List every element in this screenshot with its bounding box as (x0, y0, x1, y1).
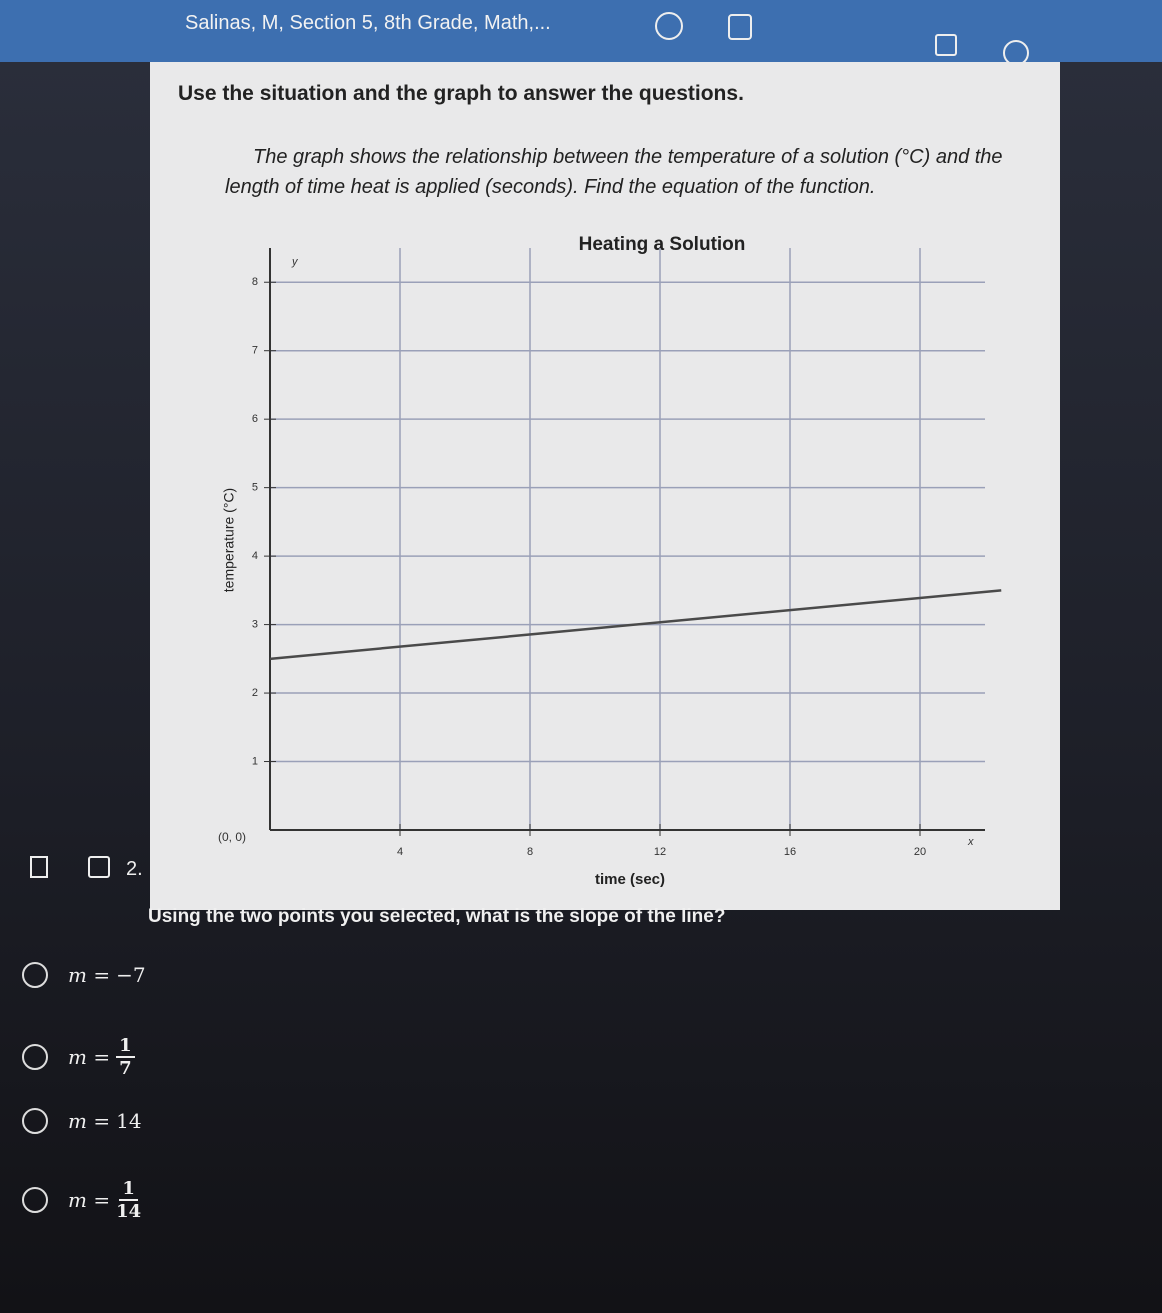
y-tick-label: 8 (252, 276, 258, 288)
question-number: 2. (126, 858, 143, 880)
fraction: 1 14 (116, 1178, 141, 1222)
option-prefix: m = (68, 1109, 111, 1133)
bookmark-icon[interactable] (30, 856, 48, 878)
block-icon[interactable] (655, 12, 683, 40)
data-line (269, 589, 1002, 661)
origin-label: (0, 0) (218, 830, 246, 844)
option-prefix: m = (68, 963, 111, 987)
radio[interactable] (22, 1108, 48, 1134)
note-icon[interactable] (935, 34, 957, 56)
content-panel (150, 62, 1060, 910)
option[interactable]: m = 1 14 (22, 1178, 141, 1222)
option-prefix: m = (68, 1045, 111, 1069)
x-tick-label: 20 (914, 846, 926, 858)
y-axis-label: temperature (°C) (221, 488, 237, 592)
description: The graph shows the relationship between… (225, 146, 1003, 198)
option-value: 14 (116, 1109, 142, 1133)
y-tick-label: 1 (252, 755, 258, 767)
y-tick-label: 2 (252, 687, 258, 699)
option[interactable]: m = 1 7 (22, 1035, 135, 1079)
y-tick-label: 7 (252, 345, 258, 357)
flag-icon[interactable] (88, 856, 110, 878)
option[interactable]: m = −7 (22, 962, 146, 988)
y-symbol: y (291, 256, 299, 268)
y-tick-label: 3 (252, 618, 258, 630)
radio[interactable] (22, 962, 48, 988)
question-text: Using the two points you selected, what … (148, 906, 726, 927)
denominator: 7 (119, 1058, 132, 1079)
toolbar: Salinas, M, Section 5, 8th Grade, Math,.… (0, 0, 1162, 66)
y-tick-label: 4 (252, 550, 258, 562)
chart-title: Heating a Solution (579, 234, 746, 255)
x-tick-label: 12 (654, 846, 666, 858)
x-symbol: x (967, 836, 974, 848)
radio[interactable] (22, 1044, 48, 1070)
x-tick-label: 16 (784, 846, 796, 858)
radio[interactable] (22, 1187, 48, 1213)
header-title: Salinas, M, Section 5, 8th Grade, Math,.… (185, 12, 551, 34)
option-value: −7 (116, 963, 146, 987)
prompt: Use the situation and the graph to answe… (178, 82, 744, 105)
denominator: 14 (116, 1201, 142, 1222)
x-axis-label: time (sec) (595, 871, 665, 888)
numerator: 1 (119, 1178, 138, 1201)
option[interactable]: m = 14 (22, 1108, 142, 1134)
print-icon[interactable] (728, 14, 752, 40)
option-prefix: m = (68, 1188, 111, 1212)
chart: Heating a Solution time (sec) temperatur… (218, 234, 1002, 888)
x-tick-label: 4 (397, 846, 403, 858)
x-tick-label: 8 (527, 846, 533, 858)
numerator: 1 (116, 1035, 135, 1058)
y-tick-label: 6 (252, 413, 258, 425)
y-tick-label: 5 (252, 482, 258, 494)
